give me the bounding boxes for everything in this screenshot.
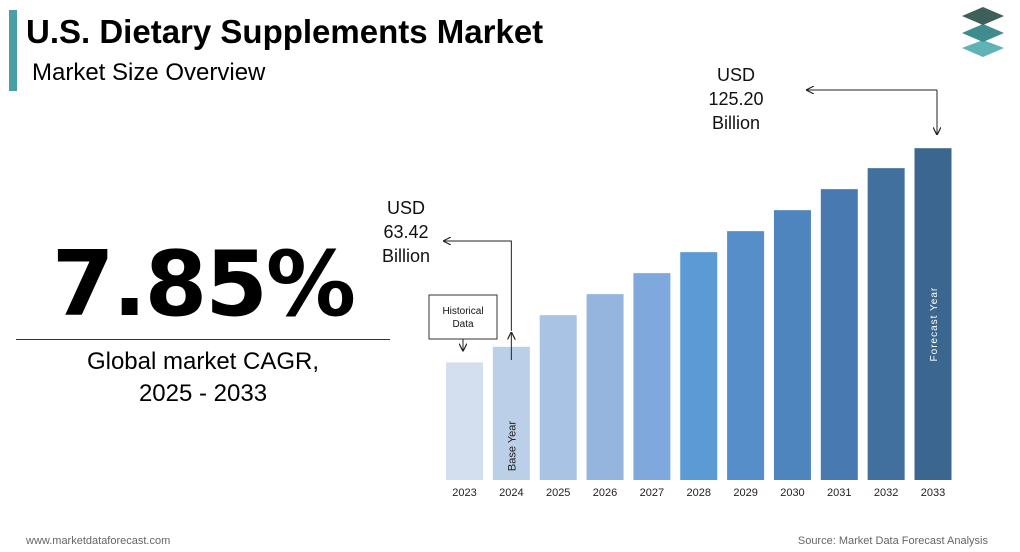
footer-website: www.marketdataforecast.com bbox=[26, 535, 171, 547]
bar-2028 bbox=[680, 252, 718, 480]
historical-data-box bbox=[428, 294, 498, 340]
x-tick-label: 2024 bbox=[499, 487, 523, 499]
start-value-connector bbox=[444, 241, 512, 331]
bar-2031 bbox=[820, 189, 858, 480]
base-year-label: Base Year bbox=[506, 421, 518, 471]
cagr-label-line1: Global market CAGR, bbox=[86, 348, 320, 375]
end-value-label: 125.20 bbox=[708, 89, 763, 109]
bar-2026 bbox=[586, 294, 624, 480]
x-tick-label: 2028 bbox=[687, 487, 711, 499]
x-tick-label: 2023 bbox=[452, 487, 476, 499]
x-tick-label: 2032 bbox=[874, 487, 898, 499]
x-tick-label: 2025 bbox=[546, 487, 570, 499]
page-subtitle: Market Size Overview bbox=[32, 59, 266, 86]
start-value-label: Billion bbox=[382, 246, 430, 266]
x-tick-label: 2031 bbox=[827, 487, 851, 499]
x-tick-label: 2029 bbox=[733, 487, 757, 499]
x-tick-label: 2027 bbox=[640, 487, 664, 499]
x-tick-label: 2026 bbox=[593, 487, 617, 499]
x-tick-label: 2030 bbox=[780, 487, 804, 499]
bar-2032 bbox=[867, 168, 905, 480]
end-value-label: USD bbox=[717, 65, 755, 85]
start-value-label: 63.42 bbox=[383, 222, 428, 242]
bar-2024 bbox=[492, 346, 530, 480]
start-value-label: USD bbox=[387, 198, 425, 218]
bar-2030 bbox=[773, 210, 811, 480]
cagr-value: 7.85% bbox=[51, 232, 356, 337]
layers-icon bbox=[962, 7, 1004, 57]
page-title: U.S. Dietary Supplements Market bbox=[26, 13, 544, 50]
bar-2023 bbox=[446, 362, 483, 480]
historical-data-text: Historical bbox=[442, 306, 483, 317]
bar-2027 bbox=[633, 273, 671, 480]
bar-2025 bbox=[539, 315, 577, 480]
x-tick-label: 2033 bbox=[921, 487, 945, 499]
forecast-year-label: Forecast Year bbox=[929, 287, 940, 362]
end-value-label: Billion bbox=[712, 113, 760, 133]
bar-2033 bbox=[914, 148, 952, 480]
cagr-label-line2: 2025 - 2033 bbox=[138, 380, 268, 407]
footer-source: Source: Market Data Forecast Analysis bbox=[797, 535, 988, 547]
historical-data-text: Data bbox=[452, 319, 474, 330]
title-accent-bar bbox=[9, 10, 17, 91]
cagr-label: Global market CAGR, 2025 - 2033 bbox=[16, 346, 390, 410]
cagr-divider bbox=[16, 339, 390, 340]
bar-2029 bbox=[727, 231, 765, 480]
